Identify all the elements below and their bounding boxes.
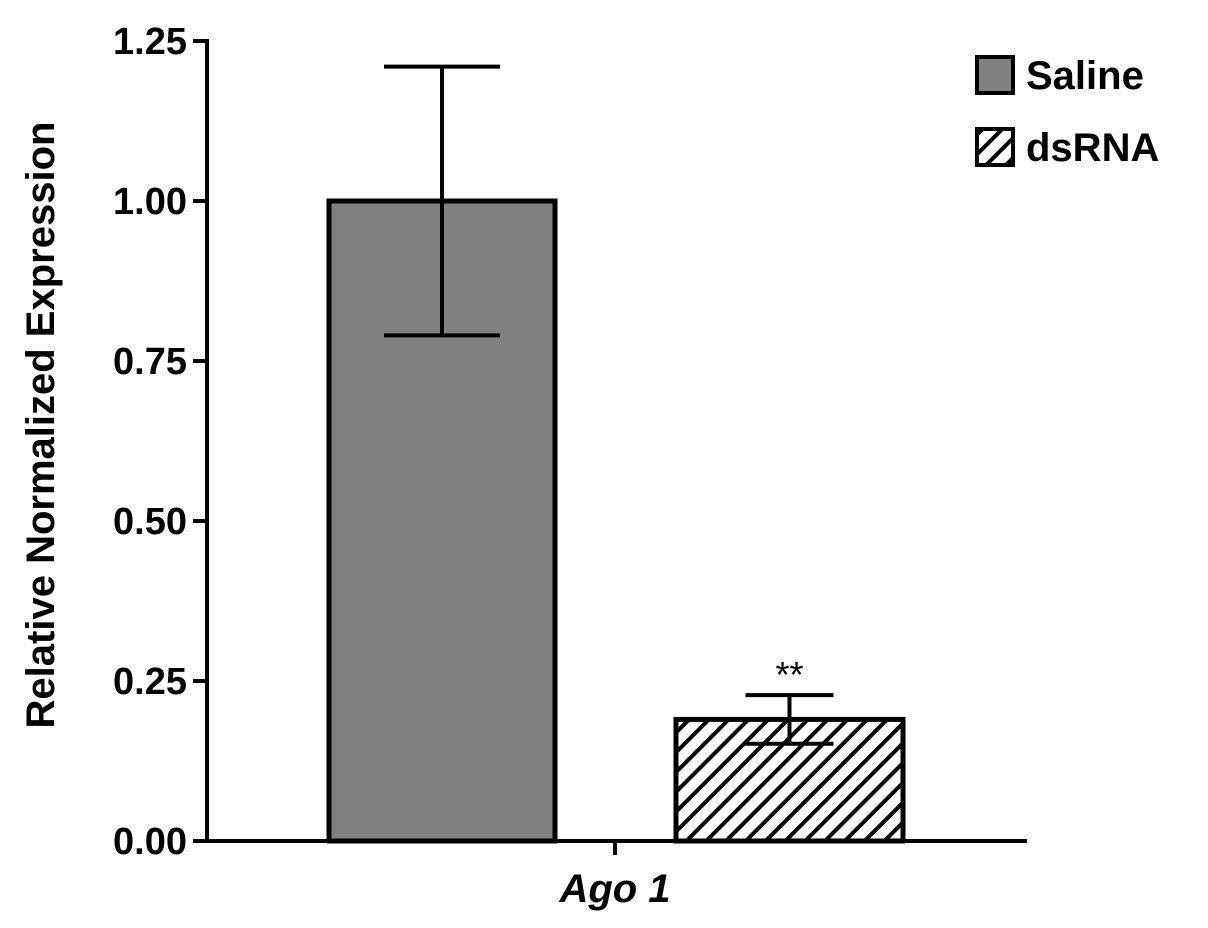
legend-label: Saline [1026,54,1144,98]
error-bar-dsrna [745,693,834,746]
legend: Saline dsRNA [975,54,1159,170]
error-bars-group [384,64,834,746]
y-tick-label: 0.00 [113,821,187,863]
y-tick-label: 0.75 [113,341,187,383]
legend-item-dsrna: dsRNA [975,126,1159,170]
significance-annotation: ** [775,654,803,695]
error-bar-saline [384,64,500,338]
y-tick-label: 0.50 [113,501,187,543]
y-tick-label: 0.25 [113,661,187,703]
y-tick-label: 1.00 [113,181,187,223]
legend-label: dsRNA [1026,126,1159,170]
legend-item-saline: Saline [975,54,1144,98]
x-category-label: Ago 1 [558,867,670,911]
y-axis-title: Relative Normalized Expression [19,122,63,729]
legend-swatch [975,127,1015,167]
legend-swatch [975,55,1015,95]
y-axis-ticks: 0.00 0.25 0.50 0.75 1.00 1.25 [113,21,207,863]
y-tick-label: 1.25 [113,21,187,63]
